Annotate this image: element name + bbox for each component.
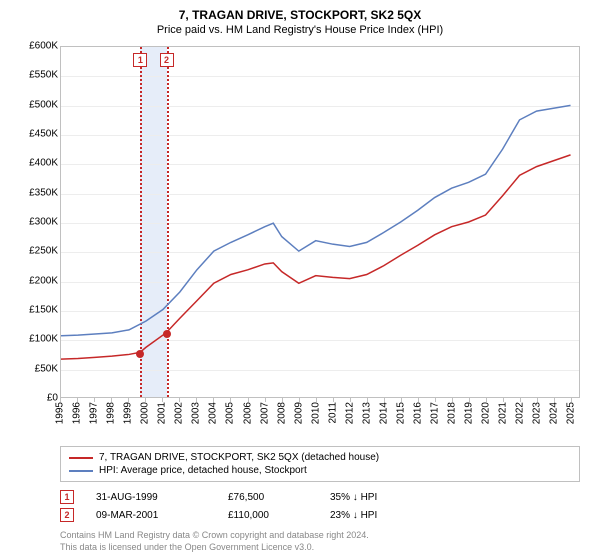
y-axis-label: £250K (14, 246, 58, 257)
y-axis-label: £550K (14, 70, 58, 81)
x-axis-label: 2008 (276, 402, 287, 424)
series-hpi (61, 105, 571, 335)
x-axis-label: 2006 (242, 402, 253, 424)
sale-price: £76,500 (228, 492, 308, 503)
x-axis-label: 2014 (378, 402, 389, 424)
x-axis-label: 2011 (327, 402, 338, 424)
y-axis-label: £400K (14, 158, 58, 169)
sales-table: 1 31-AUG-1999 £76,500 35% ↓ HPI 2 09-MAR-2001… (60, 488, 580, 524)
x-axis-label: 2024 (549, 402, 560, 424)
legend-and-notes: 7, TRAGAN DRIVE, STOCKPORT, SK2 5QX (det… (60, 446, 580, 553)
y-axis-label: £350K (14, 187, 58, 198)
x-axis-label: 2004 (208, 402, 219, 424)
x-axis-label: 2003 (191, 402, 202, 424)
x-axis-label: 1996 (72, 402, 83, 424)
line-layer (61, 47, 579, 397)
x-axis-label: 2017 (430, 402, 441, 424)
x-axis-label: 2025 (566, 402, 577, 424)
sale-delta: 35% ↓ HPI (330, 492, 377, 503)
y-axis-label: £50K (14, 363, 58, 374)
legend-label: HPI: Average price, detached house, Stoc… (99, 465, 307, 476)
legend-swatch (69, 457, 93, 459)
legend-row: 7, TRAGAN DRIVE, STOCKPORT, SK2 5QX (det… (69, 451, 571, 464)
y-axis-label: £100K (14, 334, 58, 345)
sale-date: 09-MAR-2001 (96, 510, 206, 521)
x-axis-label: 2000 (140, 402, 151, 424)
sale-row-2: 2 09-MAR-2001 £110,000 23% ↓ HPI (60, 506, 580, 524)
x-axis-label: 2016 (413, 402, 424, 424)
sale-price: £110,000 (228, 510, 308, 521)
x-axis-label: 2015 (395, 402, 406, 424)
x-axis-label: 2021 (498, 402, 509, 424)
footnote-line-1: Contains HM Land Registry data © Crown c… (60, 530, 580, 542)
chart-container: 7, TRAGAN DRIVE, STOCKPORT, SK2 5QX Pric… (0, 0, 600, 560)
plot-region: 12 (60, 46, 580, 398)
x-axis-label: 2002 (174, 402, 185, 424)
chart-title: 7, TRAGAN DRIVE, STOCKPORT, SK2 5QX (14, 8, 586, 22)
sale-marker-1: 1 (133, 53, 147, 67)
y-axis-label: £450K (14, 129, 58, 140)
x-axis-label: 1997 (89, 402, 100, 424)
x-axis-label: 2019 (464, 402, 475, 424)
x-axis-label: 2023 (532, 402, 543, 424)
x-axis-label: 1998 (106, 402, 117, 424)
sale-delta: 23% ↓ HPI (330, 510, 377, 521)
x-axis-label: 2009 (293, 402, 304, 424)
sale-point-1 (136, 350, 144, 358)
chart-area: 12 £0 £50K £100K £150K £200K £250K £300K £350K £… (14, 42, 586, 442)
chart-subtitle: Price paid vs. HM Land Registry's House … (14, 24, 586, 36)
legend-box: 7, TRAGAN DRIVE, STOCKPORT, SK2 5QX (det… (60, 446, 580, 482)
sale-row-marker: 2 (60, 508, 74, 522)
x-axis-label: 2018 (447, 402, 458, 424)
x-axis-label: 2012 (344, 402, 355, 424)
x-axis-label: 2005 (225, 402, 236, 424)
sale-row-marker: 1 (60, 490, 74, 504)
sale-date: 31-AUG-1999 (96, 492, 206, 503)
x-axis-label: 2001 (157, 402, 168, 424)
y-axis-label: £500K (14, 99, 58, 110)
x-axis-label: 1995 (55, 402, 66, 424)
sale-marker-2: 2 (160, 53, 174, 67)
x-axis-label: 2020 (481, 402, 492, 424)
sale-point-2 (163, 330, 171, 338)
legend-swatch (69, 470, 93, 472)
x-axis-label: 2007 (259, 402, 270, 424)
y-axis-label: £200K (14, 275, 58, 286)
series-property (61, 155, 571, 359)
x-axis-label: 2022 (515, 402, 526, 424)
footnote-line-2: This data is licensed under the Open Gov… (60, 542, 580, 554)
legend-row: HPI: Average price, detached house, Stoc… (69, 464, 571, 477)
sale-row-1: 1 31-AUG-1999 £76,500 35% ↓ HPI (60, 488, 580, 506)
footnote: Contains HM Land Registry data © Crown c… (60, 530, 580, 553)
x-axis-label: 2010 (310, 402, 321, 424)
y-axis-label: £600K (14, 41, 58, 52)
x-axis-label: 1999 (123, 402, 134, 424)
y-axis-label: £300K (14, 217, 58, 228)
x-axis-label: 2013 (361, 402, 372, 424)
legend-label: 7, TRAGAN DRIVE, STOCKPORT, SK2 5QX (det… (99, 452, 379, 463)
y-axis-label: £150K (14, 305, 58, 316)
y-axis-label: £0 (14, 393, 58, 404)
